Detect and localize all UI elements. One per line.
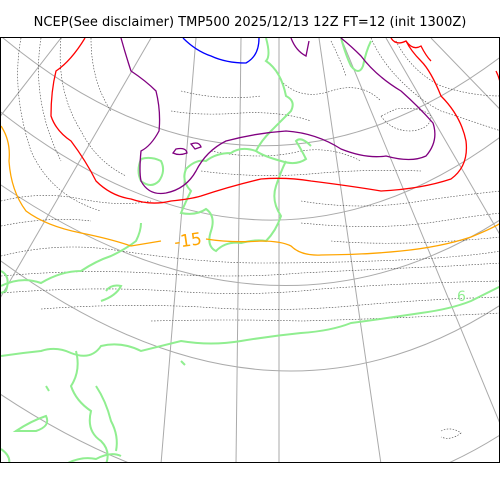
isotherm-purple	[172, 147, 188, 156]
coastline-segment	[1, 285, 499, 357]
coastline-segment	[180, 360, 186, 366]
longitude-line	[318, 38, 382, 462]
latitude-line	[1, 260, 499, 372]
isotherm-red	[50, 38, 468, 204]
latitude-lines	[1, 38, 499, 462]
latitude-line	[1, 393, 499, 462]
longitude-line	[1, 38, 62, 117]
isotherm-red	[390, 38, 432, 62]
coastline-segment	[1, 222, 142, 287]
isotherm-orange	[1, 125, 499, 256]
coastline-segment	[137, 156, 165, 186]
coastline-label: 6	[457, 289, 466, 305]
coastline-segment	[179, 147, 287, 253]
minor-isotherms	[1, 38, 499, 439]
temperature-map: -15 6	[1, 38, 499, 462]
longitude-line	[430, 38, 499, 109]
isotherm-blue	[182, 38, 260, 64]
longitude-line	[235, 38, 242, 462]
coastline-segment	[45, 385, 50, 392]
map-title: NCEP(See disclaimer) TMP500 2025/12/13 1…	[33, 15, 467, 30]
coastline-segment	[254, 38, 312, 165]
longitude-line	[340, 38, 499, 423]
longitude-line	[385, 38, 499, 235]
coastline-segment	[1, 448, 11, 462]
coastline-segment	[100, 284, 123, 302]
coastline-segment	[95, 385, 118, 452]
longitude-line	[160, 38, 197, 462]
coastline-segment	[69, 350, 109, 462]
coastline-segment	[67, 453, 122, 462]
isotherm-orange-label: -15	[173, 229, 203, 253]
isotherm-red	[495, 70, 499, 81]
coastline-segment	[340, 38, 372, 72]
latitude-line	[1, 184, 499, 286]
latitude-line	[1, 111, 499, 221]
coastline	[1, 38, 499, 462]
latitude-line	[2, 38, 499, 147]
longitude-line	[1, 38, 152, 298]
coastline-segment	[1, 270, 9, 294]
isotherm-purple	[189, 142, 202, 150]
map-panel: -15 6	[0, 37, 500, 463]
isotherm-purple	[120, 38, 436, 195]
isotherm-purple	[290, 38, 310, 57]
coastline-segment	[12, 414, 49, 432]
